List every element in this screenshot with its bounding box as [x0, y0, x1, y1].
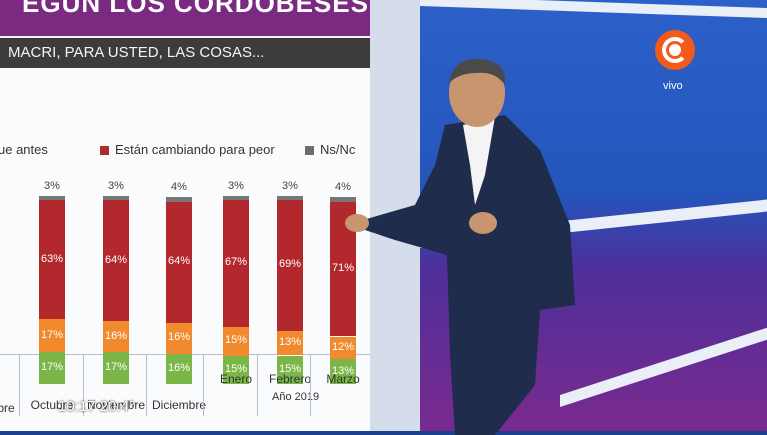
- month-label: Diciembre: [151, 398, 206, 412]
- legend-label-better: ue antes: [0, 142, 48, 157]
- presenter: [345, 58, 575, 435]
- presenter-jacket: [363, 115, 575, 435]
- bar-value-label: 16%: [104, 329, 128, 342]
- bar-top-label: 3%: [44, 180, 60, 193]
- presenter-hand: [345, 214, 369, 232]
- category-separator: [83, 354, 84, 416]
- bar-segment-worse: [166, 201, 192, 324]
- category-separator: [146, 354, 147, 416]
- logo-ring: [662, 37, 688, 63]
- live-label: vivo: [663, 80, 683, 92]
- bar-segment-nsnc: [223, 196, 249, 200]
- category-separator: [257, 354, 258, 416]
- bar-segment-orange: [330, 336, 356, 360]
- legend-swatch-worse: [100, 146, 109, 156]
- bar-segment-nsnc: [330, 197, 356, 202]
- month-label: Febrero: [268, 372, 312, 386]
- bar-segment-orange: [103, 321, 129, 352]
- legend-swatch-nsnc: [305, 146, 314, 156]
- bar-value-label: 15%: [224, 334, 248, 347]
- bar-segment-green: [277, 355, 303, 384]
- bar-segment-orange: [39, 319, 65, 352]
- legend-item-better: ue antes: [0, 142, 48, 157]
- bar-value-label: 63%: [40, 252, 64, 265]
- bar-value-label: 17%: [40, 360, 64, 373]
- bar-value-label: 16%: [167, 361, 191, 374]
- bar-segment-nsnc: [277, 196, 303, 200]
- category-separator: [203, 354, 204, 416]
- screen-title: EGÚN LOS CORDOBESES: [22, 0, 369, 18]
- bar-segment-worse: [277, 199, 303, 331]
- bar-segment-nsnc: [166, 197, 192, 202]
- month-label-partial: bre: [0, 401, 15, 415]
- bar-segment-worse: [39, 199, 65, 320]
- bar-value-label: 69%: [278, 258, 302, 271]
- bar-segment-orange: [166, 323, 192, 354]
- month-label: Octubre: [30, 398, 74, 412]
- bar-segment-green: [103, 351, 129, 384]
- legend-item-worse: Están cambiando para peor: [100, 142, 275, 157]
- bar-value-label: 13%: [331, 364, 355, 377]
- question-banner: MACRI, PARA USTED, LAS COSAS...: [0, 38, 383, 68]
- bar-value-label: 17%: [40, 328, 64, 341]
- month-label: Marzo: [326, 372, 360, 386]
- bar-segment-nsnc: [39, 196, 65, 200]
- bar-top-label: 3%: [108, 180, 124, 193]
- presentation-screen: EGÚN LOS CORDOBESES MACRI, PARA USTED, L…: [0, 0, 420, 431]
- bar-segment-green: [223, 355, 249, 384]
- category-separator: [19, 354, 20, 416]
- month-label: Noviembre: [86, 398, 146, 412]
- bar-value-label: 12%: [331, 340, 355, 353]
- bar-segment-worse: [223, 199, 249, 327]
- bar-segment-green: [39, 351, 65, 384]
- month-label: Enero: [219, 372, 253, 386]
- bar-value-label: 71%: [331, 262, 355, 275]
- bar-segment-green: [330, 359, 356, 384]
- year-label: Año 2019: [272, 391, 320, 403]
- bar-top-label: 4%: [335, 181, 351, 194]
- bar-value-label: 67%: [224, 256, 248, 269]
- bar-value-label: 15%: [278, 362, 302, 375]
- presenter-hand-2: [469, 212, 497, 234]
- question-text: MACRI, PARA USTED, LAS COSAS...: [8, 44, 265, 61]
- survey-chart: ue antes Están cambiando para peor Ns/Nc…: [0, 68, 372, 431]
- bar-top-label: 3%: [282, 180, 298, 193]
- bar-value-label: 64%: [167, 255, 191, 268]
- presenter-head: [449, 59, 505, 127]
- legend-item-nsnc: Ns/Nc: [305, 142, 355, 157]
- category-separator: [310, 354, 311, 416]
- bar-value-label: 17%: [104, 360, 128, 373]
- bar-value-label: 15%: [224, 362, 248, 375]
- legend-label-nsnc: Ns/Nc: [320, 142, 356, 157]
- legend-label-worse: Están cambiando para peor: [115, 142, 275, 157]
- bar-segment-orange: [223, 327, 249, 356]
- presenter-shirt: [463, 117, 495, 205]
- channel-logo: vivo: [650, 30, 702, 100]
- bar-value-label: 64%: [104, 253, 128, 266]
- bar-top-label: 3%: [228, 180, 244, 193]
- screen-header: EGÚN LOS CORDOBESES: [0, 0, 420, 36]
- logo-dot: [669, 44, 681, 56]
- bar-top-label: 4%: [171, 181, 187, 194]
- bar-segment-orange: [277, 330, 303, 356]
- bar-value-label: 13%: [278, 336, 302, 349]
- bar-segment-worse: [103, 199, 129, 322]
- bar-value-label: 16%: [167, 331, 191, 344]
- bar-segment-green: [166, 353, 192, 384]
- presenter-hair: [449, 58, 506, 85]
- bar-segment-nsnc: [103, 196, 129, 200]
- clock-temperature: 10:17 20.4°: [58, 398, 135, 415]
